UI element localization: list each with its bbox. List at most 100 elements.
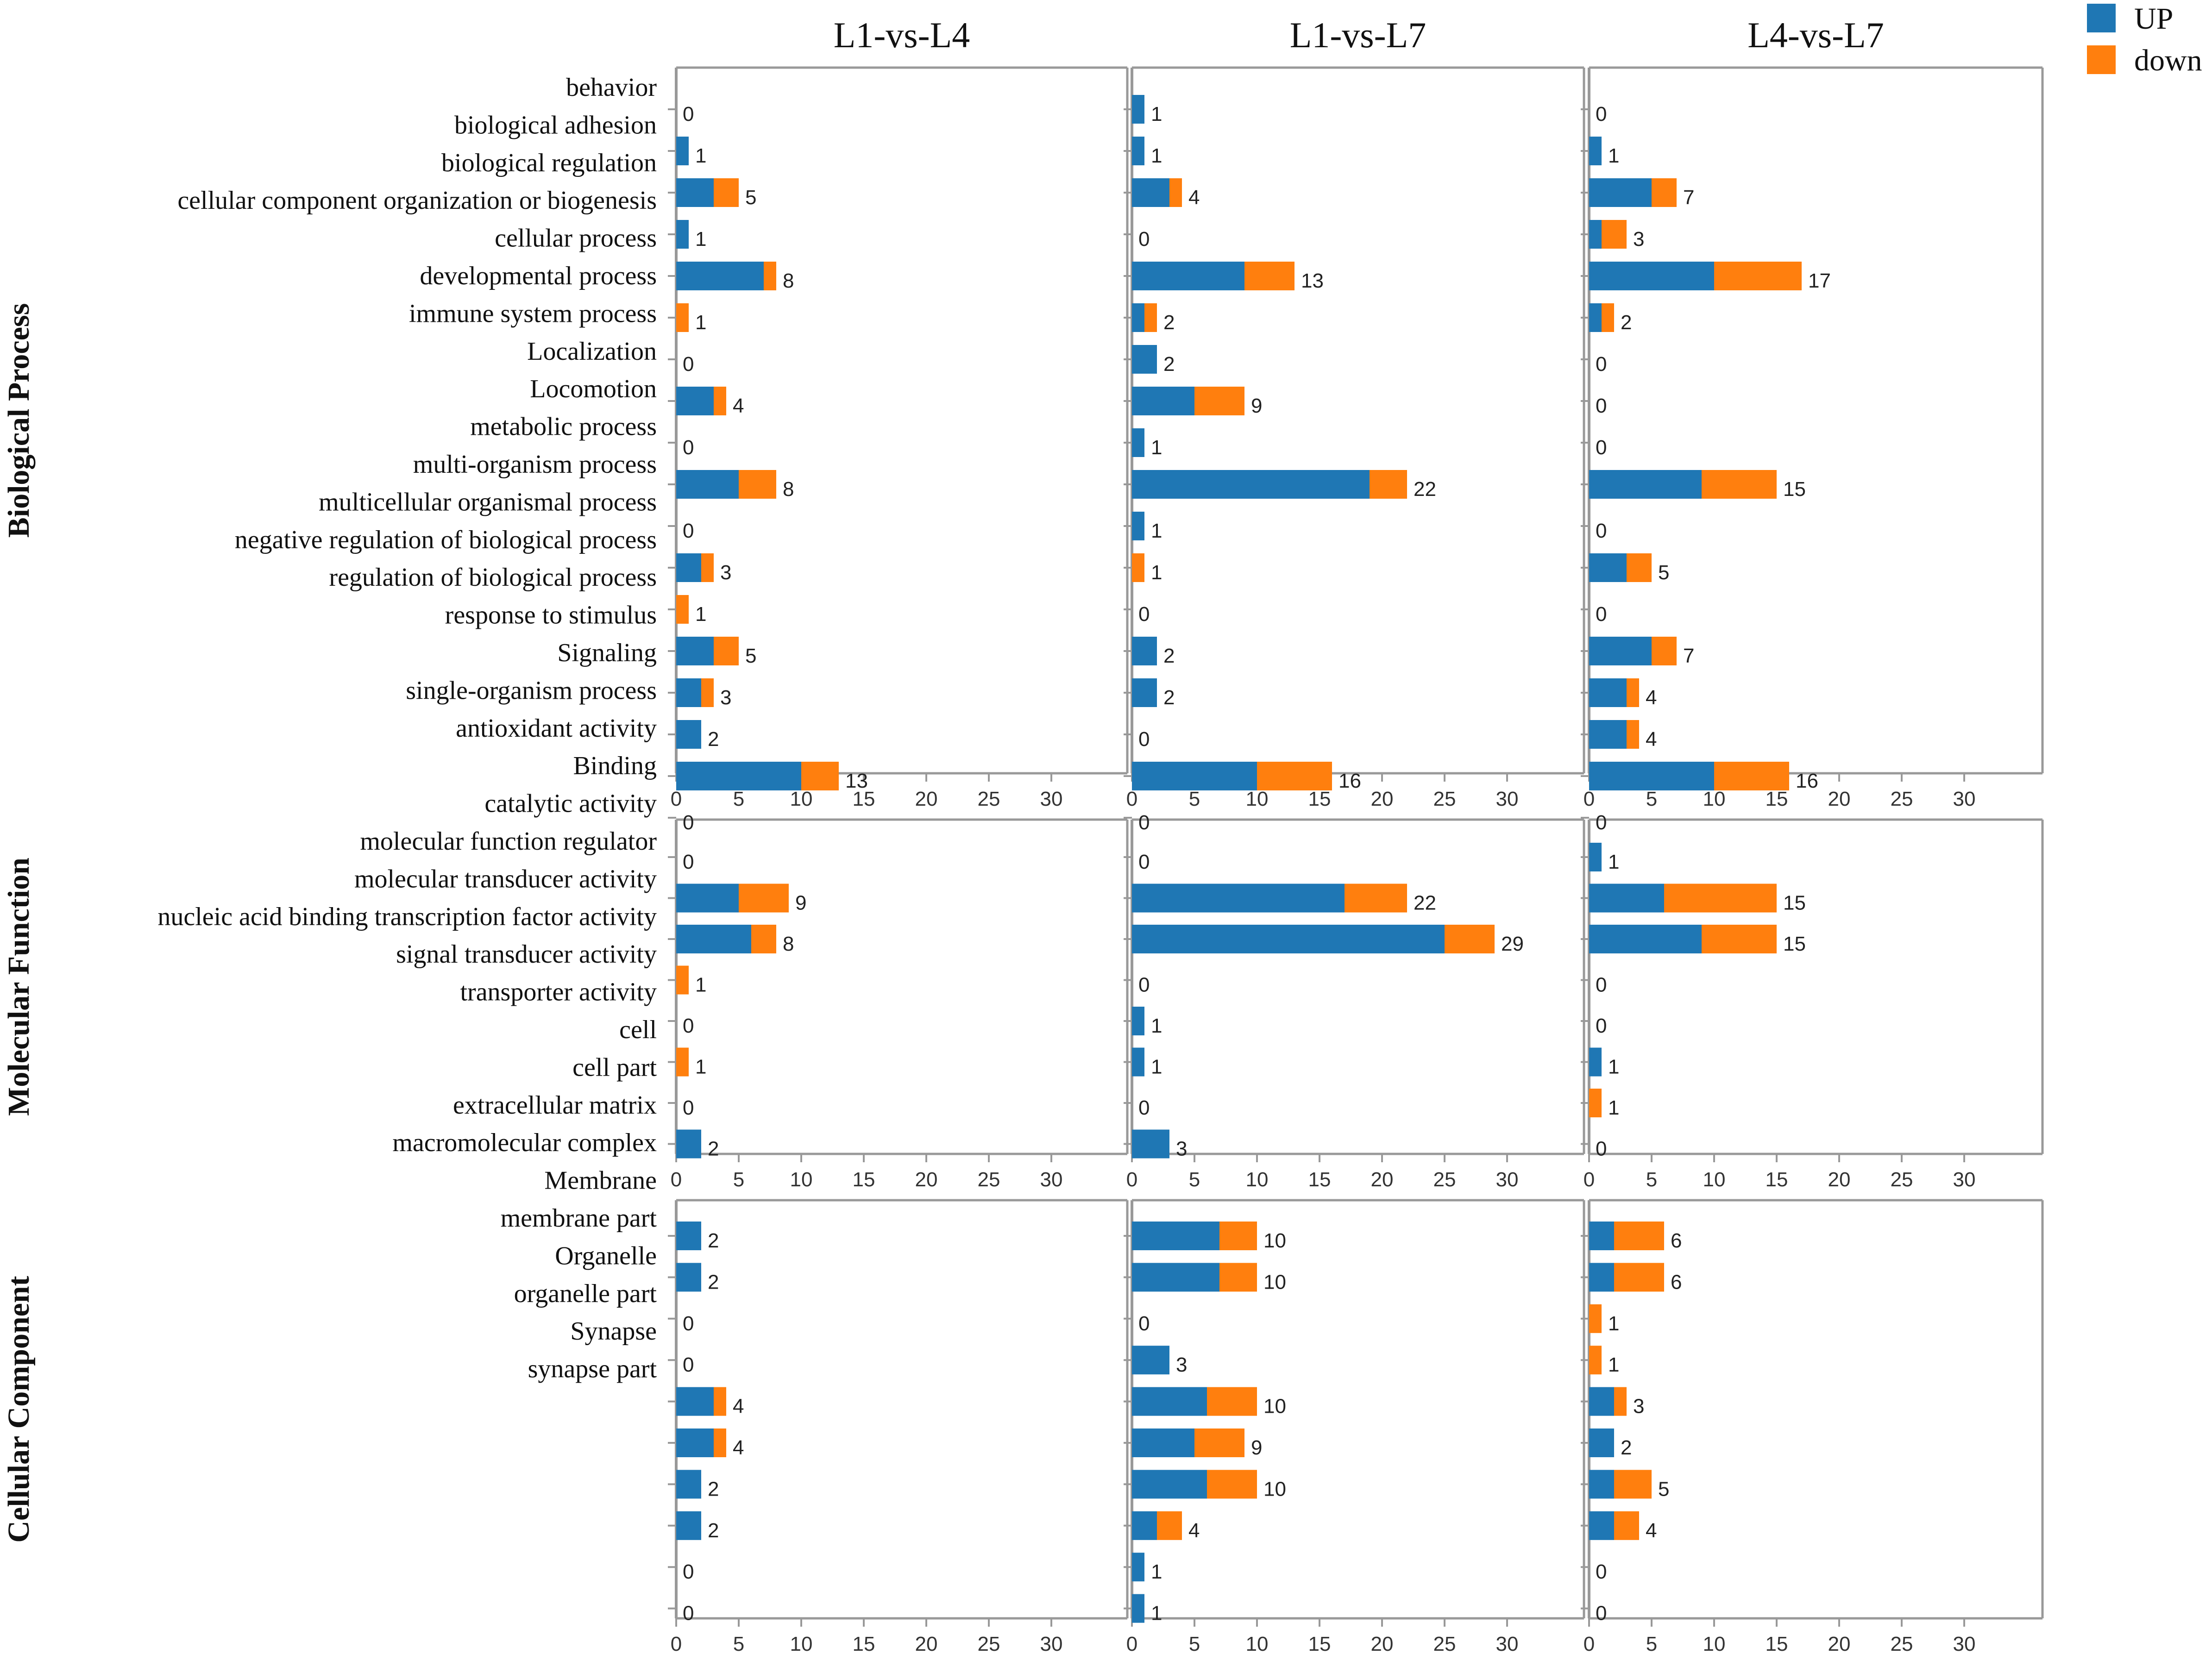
x-tick-label: 10: [1703, 1633, 1726, 1654]
bar-up: [1589, 470, 1702, 499]
bar-down: [1614, 1470, 1652, 1499]
x-tick-label: 0: [671, 788, 682, 810]
category-label: biological regulation: [441, 149, 657, 177]
bar-down: [1219, 1222, 1257, 1250]
bar-value-label: 29: [1501, 933, 1524, 955]
bar-marks: [676, 4, 2116, 1623]
bar-down: [1702, 470, 1777, 499]
x-tick-label: 30: [1496, 1168, 1519, 1191]
bar-value-label: 0: [1596, 603, 1607, 626]
bar-up: [1589, 262, 1714, 290]
bar-up: [1132, 262, 1244, 290]
bar-up: [1132, 678, 1157, 707]
bar-value-label: 1: [1151, 144, 1162, 167]
x-tick-label: 0: [671, 1168, 682, 1191]
bar-up: [1589, 553, 1627, 582]
x-tick-label: 10: [1246, 1168, 1269, 1191]
bar-up: [676, 470, 739, 499]
x-tick-label: 10: [1703, 1168, 1726, 1191]
bar-value-label: 2: [708, 1519, 719, 1542]
bar-value-label: 0: [1596, 811, 1607, 834]
x-tick-label: 20: [1371, 788, 1394, 810]
bar-up: [676, 262, 764, 290]
bar-value-label: 0: [1138, 974, 1150, 996]
bar-value-label: 1: [1151, 1560, 1162, 1583]
bar-value-label: 4: [733, 1395, 744, 1418]
bar-up: [1132, 1263, 1219, 1292]
bar-up: [676, 1222, 701, 1250]
x-tick-label: 20: [1828, 1633, 1851, 1654]
bar-up: [1132, 95, 1144, 124]
bar-value-label: 5: [745, 645, 756, 667]
bar-value-label: 2: [708, 1138, 719, 1160]
bar-up: [1589, 762, 1714, 790]
category-label: cell part: [572, 1053, 657, 1082]
bar-down: [714, 1428, 726, 1457]
x-tick-label: 0: [1584, 788, 1595, 810]
bar-down: [1169, 178, 1182, 207]
bar-value-label: 2: [708, 1478, 719, 1500]
bar-up: [1132, 512, 1144, 540]
panel-title-1: L1-vs-L4: [834, 15, 970, 55]
bar-value-label: 4: [1646, 686, 1657, 709]
bar-value-label: 1: [695, 311, 706, 334]
bar-up: [1132, 1129, 1169, 1159]
bar-value-label: 0: [683, 353, 694, 376]
x-tick-label: 0: [1126, 1633, 1137, 1654]
x-tick-label: 25: [978, 1633, 1000, 1654]
bar-up: [676, 387, 714, 415]
bar-up: [676, 553, 701, 582]
bar-value-label: 8: [783, 478, 794, 501]
panel-title-3: L4-vs-L7: [1747, 15, 1884, 55]
bar-down: [714, 387, 726, 415]
bar-down: [1714, 262, 1802, 290]
category-label: transporter activity: [460, 978, 657, 1007]
bar-up: [676, 137, 689, 165]
bar-down: [1627, 553, 1652, 582]
bar-up: [1132, 1594, 1144, 1623]
bar-value-label: 10: [1263, 1271, 1286, 1293]
category-label: single-organism process: [406, 676, 657, 705]
bar-up: [676, 637, 714, 665]
bar-down: [1194, 387, 1244, 415]
x-tick-label: 5: [733, 1168, 744, 1191]
bar-up: [1589, 137, 1602, 165]
category-label: biological adhesion: [454, 111, 657, 139]
bar-up: [1589, 883, 1664, 913]
bar-up: [1132, 178, 1169, 207]
x-tick-label: 15: [1308, 1633, 1331, 1654]
bar-value-label: 5: [1658, 561, 1669, 584]
bar-down: [676, 1047, 689, 1077]
category-label: multicellular organismal process: [319, 488, 657, 516]
x-tick-label: 5: [733, 1633, 744, 1654]
category-label: multi-organism process: [413, 450, 657, 479]
legend-swatch-up: [2087, 4, 2116, 32]
bar-value-label: 2: [1621, 1436, 1632, 1459]
bar-value-label: 0: [1596, 1138, 1607, 1160]
x-tick-label: 15: [853, 788, 875, 810]
bar-up: [676, 178, 714, 207]
bar-up: [1589, 1511, 1614, 1540]
bar-value-label: 1: [695, 603, 706, 626]
bar-down: [714, 178, 739, 207]
bar-up: [676, 1129, 701, 1159]
bar-value-label: 10: [1263, 1395, 1286, 1418]
panel-title-2: L1-vs-L7: [1290, 15, 1426, 55]
x-tick-label: 10: [790, 788, 813, 810]
x-tick-label: 10: [1703, 788, 1726, 810]
x-tick-label: 30: [1496, 788, 1519, 810]
bar-down: [1257, 762, 1332, 790]
bar-down: [676, 965, 689, 995]
bar-value-label: 22: [1414, 478, 1436, 501]
bar-value-label: 1: [1608, 1096, 1619, 1119]
x-tick-label: 20: [1371, 1633, 1394, 1654]
bar-value-label: 9: [1251, 1436, 1262, 1459]
x-tick-label: 20: [915, 1633, 938, 1654]
x-tick-label: 0: [671, 1633, 682, 1654]
bar-value-label: 0: [683, 1353, 694, 1376]
bar-down: [1652, 178, 1677, 207]
category-label: organelle part: [514, 1279, 657, 1308]
bar-value-label: 0: [683, 1015, 694, 1037]
bar-down: [1702, 925, 1777, 953]
